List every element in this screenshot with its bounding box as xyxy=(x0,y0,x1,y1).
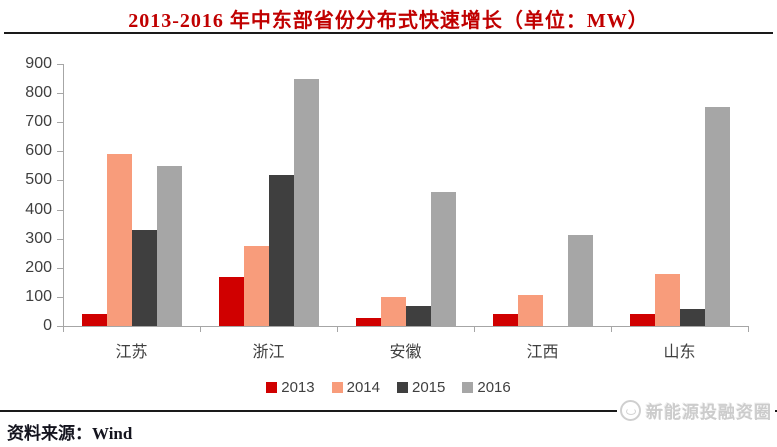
x-axis-tick xyxy=(337,326,338,332)
legend-swatch-icon xyxy=(462,382,474,393)
x-category-label: 浙江 xyxy=(252,344,285,361)
bar-2013-江苏 xyxy=(82,314,107,326)
bar-2015-安徽 xyxy=(406,305,431,326)
x-category-label: 山东 xyxy=(663,344,696,361)
y-axis-tick xyxy=(57,238,63,240)
chart-title: 2013-2016 年中东部省份分布式快速增长（单位：MW） xyxy=(128,10,649,32)
bar-2013-浙江 xyxy=(219,277,244,326)
bar-2014-山东 xyxy=(655,273,680,326)
top-divider xyxy=(4,32,773,34)
x-category-label: 江西 xyxy=(526,344,559,361)
chart-legend: 2013 2014 2015 2016 xyxy=(0,379,777,396)
y-axis-tick-label: 900 xyxy=(25,55,52,72)
y-axis-tick xyxy=(57,326,63,327)
source-label: 资料来源：Wind xyxy=(7,424,133,443)
y-axis-tick xyxy=(57,122,63,124)
x-axis-tick xyxy=(748,326,749,332)
legend-item-2013: 2013 xyxy=(266,379,315,396)
logo-text: 新能源投融资圈 xyxy=(646,402,772,422)
bar-2014-江西 xyxy=(518,295,543,326)
legend-swatch-icon xyxy=(266,382,278,393)
x-category-label: 安徽 xyxy=(389,344,422,361)
bar-2013-江西 xyxy=(493,313,518,326)
x-axis-tick xyxy=(474,326,475,332)
legend-label: 2015 xyxy=(412,379,446,396)
y-axis-tick-label: 400 xyxy=(25,200,52,218)
x-axis-tick xyxy=(611,326,612,332)
legend-swatch-icon xyxy=(397,382,408,393)
bar-2016-浙江 xyxy=(294,78,319,326)
y-axis-tick-label: 0 xyxy=(43,317,52,334)
x-category-label: 江苏 xyxy=(115,344,148,361)
y-axis-tick xyxy=(57,64,63,65)
y-axis-tick-label: 700 xyxy=(25,113,52,131)
y-axis-tick xyxy=(57,209,63,211)
bottom-divider xyxy=(0,410,777,412)
y-axis-line xyxy=(63,64,64,326)
legend-label: 2013 xyxy=(281,379,315,396)
bar-2014-安徽 xyxy=(381,296,406,326)
bar-2016-山东 xyxy=(705,106,730,326)
legend-label: 2014 xyxy=(346,379,380,396)
x-axis-tick xyxy=(200,326,201,332)
bar-2016-安徽 xyxy=(431,192,456,326)
x-axis-line xyxy=(63,326,749,327)
legend-swatch-icon xyxy=(331,382,343,393)
circle-badge-icon xyxy=(620,399,641,421)
legend-item-2015: 2015 xyxy=(397,379,445,396)
y-axis-tick-label: 100 xyxy=(25,287,52,305)
legend-label: 2016 xyxy=(477,379,511,396)
y-axis-tick-label: 300 xyxy=(25,229,52,247)
y-axis-tick xyxy=(57,267,63,269)
bar-2013-安徽 xyxy=(356,318,381,326)
y-axis-tick-label: 800 xyxy=(25,84,52,102)
y-axis-tick xyxy=(57,180,63,182)
legend-item-2016: 2016 xyxy=(462,379,511,396)
bar-2015-山东 xyxy=(680,308,705,326)
bar-2015-江苏 xyxy=(132,229,157,326)
y-axis-tick-label: 600 xyxy=(25,142,52,160)
y-axis-tick xyxy=(57,296,63,298)
bar-2014-浙江 xyxy=(244,245,269,326)
bar-2015-浙江 xyxy=(269,174,294,326)
bar-2016-江苏 xyxy=(157,165,182,326)
bar-2014-江苏 xyxy=(107,154,132,326)
bar-2016-江西 xyxy=(568,235,593,326)
bar-2013-山东 xyxy=(630,313,655,326)
y-axis-tick-label: 200 xyxy=(25,258,52,276)
y-axis-tick xyxy=(57,93,63,95)
legend-item-2014: 2014 xyxy=(331,379,380,396)
y-axis-tick xyxy=(57,151,63,153)
watermark-logo: 新能源投融资圈 xyxy=(617,396,775,424)
x-axis-tick xyxy=(63,326,64,332)
y-axis-tick-label: 500 xyxy=(25,171,52,189)
